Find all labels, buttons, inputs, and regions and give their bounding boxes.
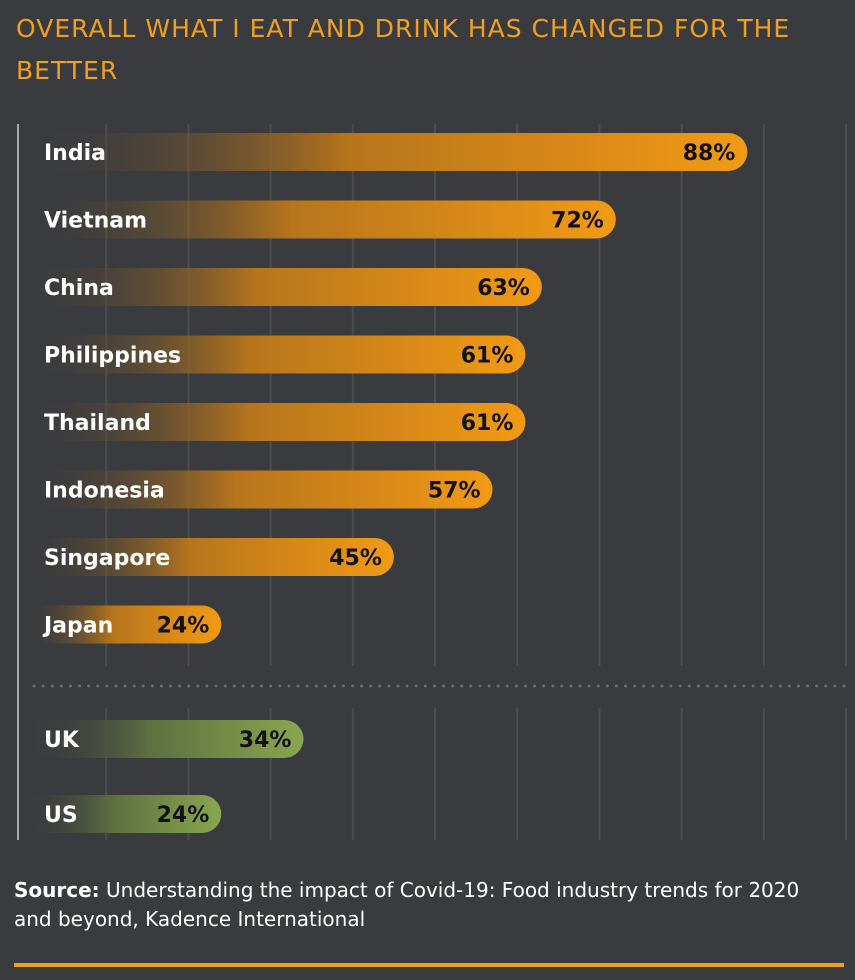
bar bbox=[24, 720, 304, 758]
bar-group: Vietnam 72% bbox=[24, 200, 616, 239]
bar bbox=[24, 605, 222, 644]
source-note: Source: Understanding the impact of Covi… bbox=[14, 876, 834, 934]
source-label: Source: bbox=[14, 878, 100, 902]
category-label: US bbox=[44, 803, 78, 828]
value-label: 24% bbox=[157, 803, 210, 828]
category-label: Japan bbox=[42, 614, 113, 639]
bar bbox=[24, 403, 526, 441]
bar-group: Philippines 61% bbox=[24, 335, 526, 374]
source-text: Understanding the impact of Covid-19: Fo… bbox=[14, 878, 800, 931]
value-label: 63% bbox=[477, 276, 530, 301]
value-label: 34% bbox=[239, 728, 292, 753]
bar bbox=[24, 335, 526, 374]
category-label: Philippines bbox=[44, 344, 181, 369]
bar-group: Singapore 45% bbox=[24, 538, 394, 576]
bar-group: India 88% bbox=[24, 133, 748, 171]
bar-group: UK 34% bbox=[24, 720, 304, 758]
bar bbox=[24, 200, 616, 239]
value-label: 61% bbox=[461, 411, 514, 436]
value-label: 57% bbox=[428, 479, 481, 504]
bar-group: Japan 24% bbox=[24, 605, 222, 644]
category-label: Singapore bbox=[44, 546, 170, 571]
bar-group: Thailand 61% bbox=[24, 403, 526, 441]
bar bbox=[24, 268, 542, 306]
value-label: 45% bbox=[329, 546, 382, 571]
value-label: 24% bbox=[157, 614, 210, 639]
category-label: Thailand bbox=[44, 411, 151, 436]
category-label: Vietnam bbox=[44, 209, 147, 234]
category-label: UK bbox=[44, 728, 80, 753]
bar-chart: India 88% Vietnam 72% China 63% Philippines 61%… bbox=[17, 124, 850, 840]
value-label: 88% bbox=[683, 141, 736, 166]
bar bbox=[24, 470, 493, 509]
category-label: India bbox=[44, 141, 106, 166]
bar-group: US 24% bbox=[24, 795, 222, 833]
value-label: 61% bbox=[461, 344, 514, 369]
chart-title: OVERALL WHAT I EAT AND DRINK HAS CHANGED… bbox=[16, 14, 791, 85]
bottom-rule bbox=[14, 963, 844, 967]
bar-group: Indonesia 57% bbox=[24, 470, 493, 509]
bar-group: China 63% bbox=[24, 268, 542, 306]
category-label: China bbox=[44, 276, 114, 301]
bar bbox=[24, 133, 748, 171]
value-label: 72% bbox=[551, 209, 604, 234]
bar bbox=[24, 795, 222, 833]
bar bbox=[24, 538, 394, 576]
category-label: Indonesia bbox=[44, 479, 165, 504]
